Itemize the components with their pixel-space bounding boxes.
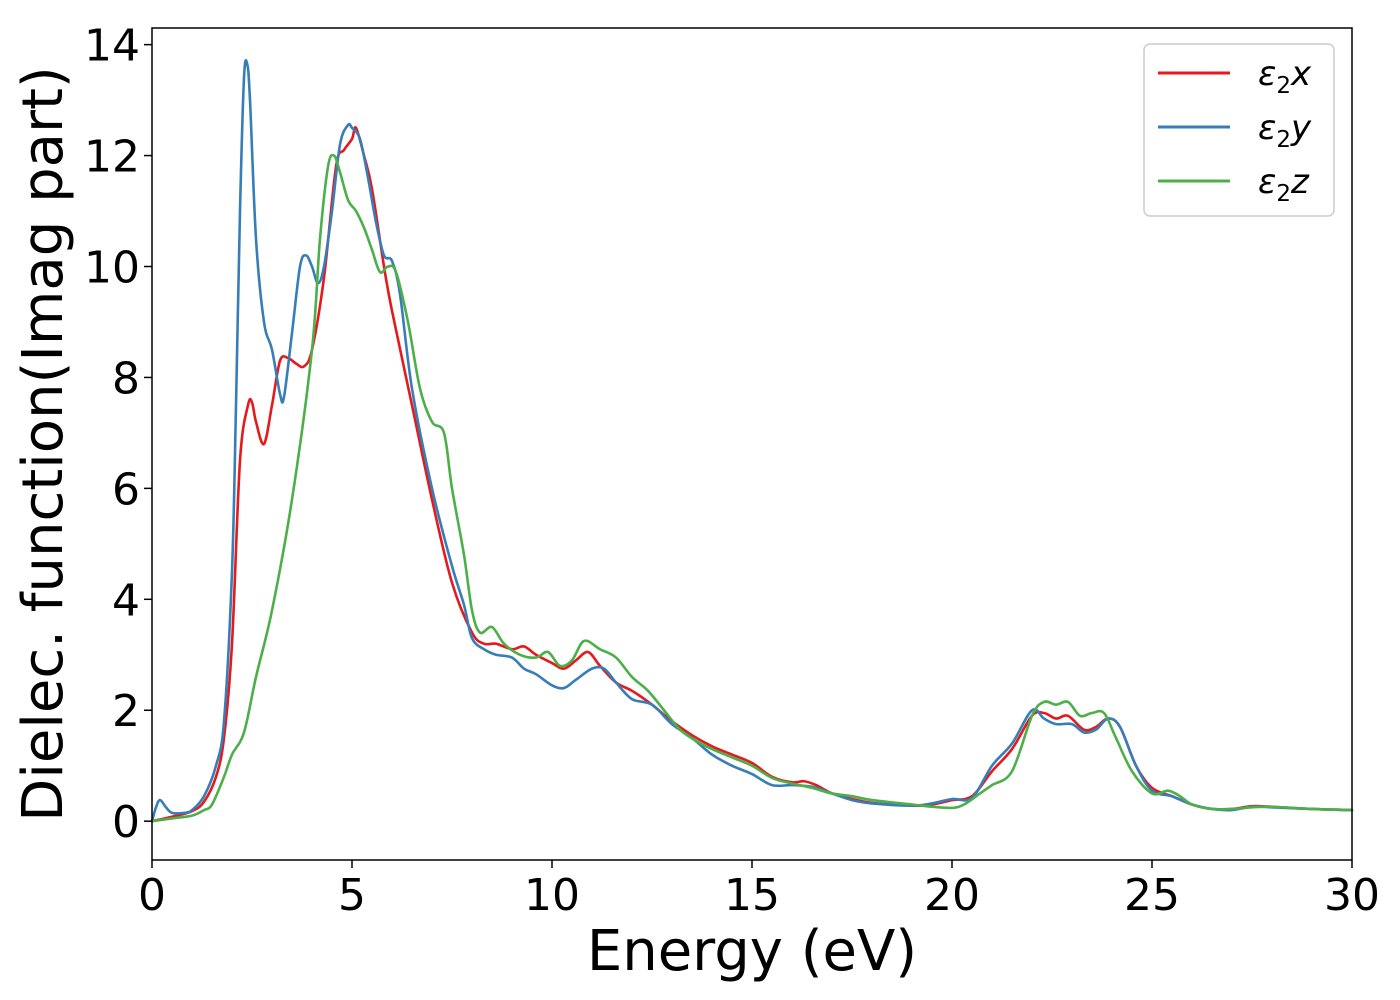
x-tick-label: 20	[924, 870, 980, 921]
legend: ε2x ε2y ε2z	[1143, 43, 1335, 217]
x-tick-label: 5	[338, 870, 366, 921]
y-tick-label: 6	[112, 464, 140, 515]
legend-frame	[1143, 43, 1335, 217]
x-tick-label: 30	[1324, 870, 1380, 921]
x-axis-title: Energy (eV)	[587, 919, 917, 984]
x-axis-ticks: 0 5 10 15 20 25 30	[138, 860, 1380, 921]
legend-label-y: ε2y	[1258, 108, 1312, 153]
x-tick-label: 10	[524, 870, 580, 921]
y-axis-ticks: 0 2 4 6 8 10 12 14	[84, 21, 152, 848]
y-tick-label: 0	[112, 797, 140, 848]
x-tick-label: 0	[138, 870, 166, 921]
y-tick-label: 8	[112, 353, 140, 404]
series-line-z	[150, 153, 1354, 823]
y-tick-label: 4	[112, 575, 140, 626]
y-tick-label: 12	[84, 132, 140, 183]
y-tick-label: 10	[84, 243, 140, 294]
x-tick-label: 25	[1124, 870, 1180, 921]
x-tick-label: 15	[724, 870, 780, 921]
series-line-y	[150, 59, 1354, 823]
legend-label-x: ε2x	[1258, 54, 1312, 99]
legend-label-z: ε2z	[1258, 162, 1310, 207]
series-line-x	[150, 126, 1354, 823]
y-tick-label: 2	[112, 686, 140, 737]
y-axis-title: Dielec. function(Imag part)	[11, 66, 76, 822]
series-layer	[150, 59, 1354, 823]
y-tick-label: 14	[84, 21, 140, 72]
